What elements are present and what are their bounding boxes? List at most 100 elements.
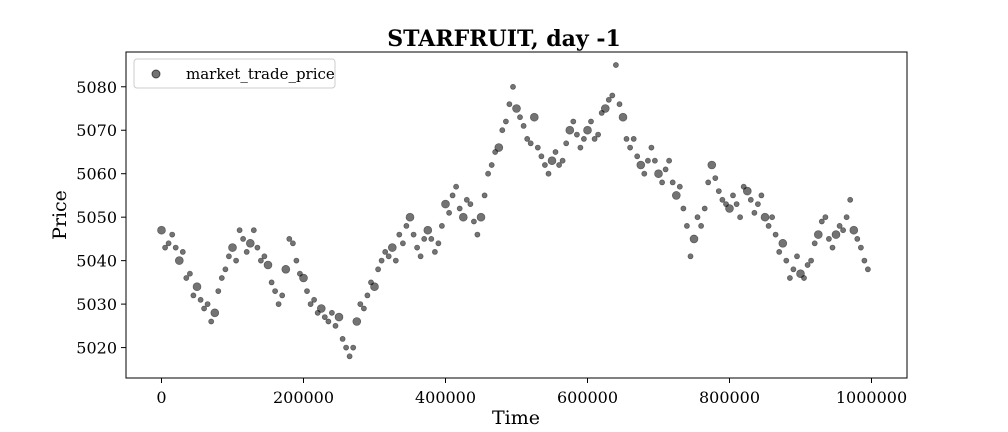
data-point xyxy=(210,308,220,318)
x-tick-label: 1000000 xyxy=(836,388,907,407)
data-point xyxy=(765,222,772,229)
data-point xyxy=(449,192,456,199)
data-point xyxy=(307,301,314,307)
x-tick-label: 800000 xyxy=(699,388,760,407)
data-point xyxy=(332,322,339,329)
data-point xyxy=(172,244,179,251)
data-point xyxy=(410,231,417,238)
data-point xyxy=(441,199,450,209)
data-point xyxy=(186,270,193,277)
data-point xyxy=(847,196,854,203)
data-point xyxy=(334,312,344,322)
data-point xyxy=(378,257,385,264)
data-point xyxy=(654,169,663,178)
data-point xyxy=(636,160,646,170)
data-point xyxy=(751,209,758,216)
data-point xyxy=(352,317,362,326)
data-point xyxy=(502,118,509,125)
data-point xyxy=(559,157,566,164)
data-point xyxy=(600,104,610,113)
y-tick-label: 5050 xyxy=(76,208,117,227)
data-point xyxy=(499,127,506,134)
data-point xyxy=(680,205,687,212)
data-point xyxy=(865,266,871,273)
data-point xyxy=(811,240,818,247)
data-point xyxy=(676,183,683,190)
data-point xyxy=(364,292,371,299)
data-point xyxy=(858,244,864,251)
data-point xyxy=(854,235,861,242)
data-point xyxy=(370,282,379,292)
data-point xyxy=(808,257,814,264)
legend: market_trade_price xyxy=(133,58,336,89)
data-point xyxy=(861,257,868,264)
y-axis-label: Price xyxy=(49,190,71,240)
data-point xyxy=(382,248,389,255)
data-point xyxy=(719,196,726,203)
data-point xyxy=(463,196,470,203)
data-point xyxy=(257,257,264,264)
y-axis-ticks: 5020 5030 5040 5050 5060 5070 5080 xyxy=(76,78,126,358)
data-point xyxy=(645,157,651,164)
data-point xyxy=(183,275,190,281)
data-point xyxy=(772,231,779,238)
data-point xyxy=(175,256,184,265)
data-point xyxy=(385,253,392,260)
data-point xyxy=(470,218,477,225)
data-point xyxy=(840,227,846,234)
data-point xyxy=(506,101,513,108)
data-point xyxy=(813,230,823,239)
data-point xyxy=(520,123,527,129)
data-point xyxy=(299,273,308,283)
data-point xyxy=(243,248,250,255)
data-point xyxy=(360,305,367,312)
data-point xyxy=(737,214,743,221)
data-point xyxy=(524,135,531,142)
data-point xyxy=(689,234,699,244)
data-point xyxy=(534,144,541,151)
data-point xyxy=(279,292,286,299)
data-point xyxy=(453,183,459,190)
data-point xyxy=(648,144,655,151)
data-point xyxy=(742,186,752,196)
data-point xyxy=(701,205,708,212)
data-point xyxy=(474,231,481,238)
data-point xyxy=(236,227,243,234)
data-point xyxy=(542,162,548,168)
data-point xyxy=(758,192,765,199)
legend-entry: market_trade_price xyxy=(186,65,335,83)
data-point xyxy=(328,309,335,316)
data-point xyxy=(630,135,637,142)
data-point xyxy=(281,264,291,274)
data-point xyxy=(545,170,552,177)
data-point xyxy=(190,292,197,299)
data-point xyxy=(350,344,357,351)
data-point xyxy=(179,248,186,255)
data-point xyxy=(725,204,734,213)
data-point xyxy=(794,253,800,260)
data-point xyxy=(671,191,681,200)
data-point xyxy=(339,335,346,342)
data-point xyxy=(157,225,166,235)
data-point xyxy=(616,101,623,108)
data-point xyxy=(552,149,559,155)
data-point xyxy=(556,162,562,168)
data-point xyxy=(438,222,445,229)
data-point xyxy=(435,240,442,247)
data-point xyxy=(494,143,504,152)
data-point xyxy=(705,179,712,186)
data-point xyxy=(843,214,850,221)
data-point xyxy=(421,235,428,242)
data-point xyxy=(458,212,468,222)
data-point xyxy=(694,214,701,221)
y-tick-label: 5030 xyxy=(76,295,117,314)
data-point xyxy=(263,260,273,270)
plot-area xyxy=(125,51,908,379)
data-point xyxy=(613,62,619,68)
y-tick-label: 5020 xyxy=(76,339,117,358)
data-point xyxy=(488,162,495,168)
data-point xyxy=(215,288,222,294)
data-point xyxy=(423,225,433,235)
data-point xyxy=(346,353,353,360)
